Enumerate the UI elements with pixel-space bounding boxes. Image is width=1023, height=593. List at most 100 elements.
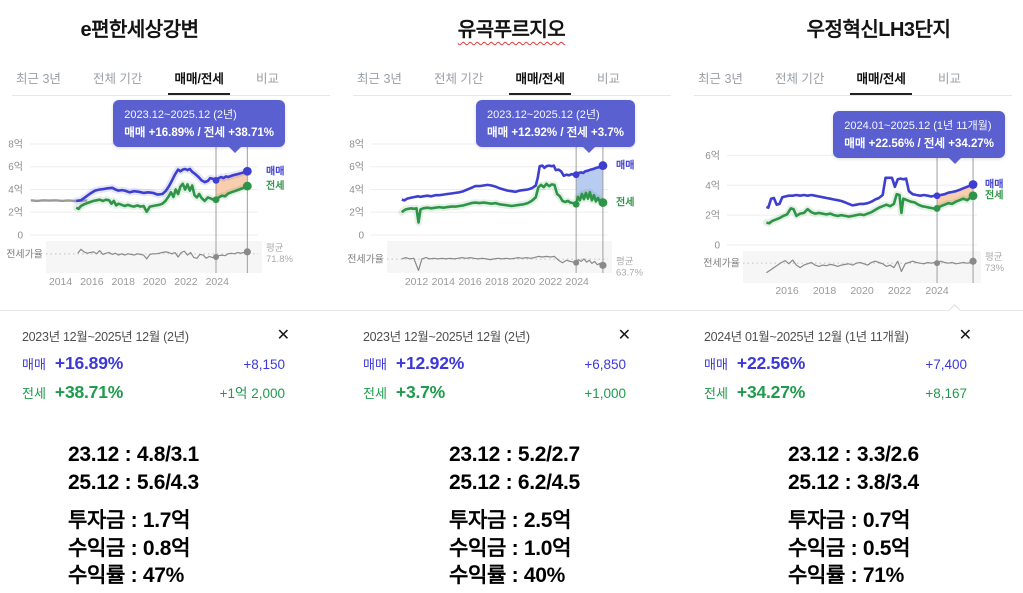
svg-text:매매: 매매: [985, 178, 1003, 191]
tooltip-change: 매매 +16.89% / 전세 +38.71%: [124, 127, 274, 139]
svg-text:전세: 전세: [985, 189, 1003, 202]
price-chart[interactable]: 8억 6억 4억 2억 0 2012 2014 2016 2018 2020 2022 2024 전세가…: [341, 98, 682, 306]
sale-percent: +16.89%: [54, 353, 124, 373]
sale-amount: +6,850: [584, 357, 626, 372]
tab-compare[interactable]: 비교: [937, 72, 961, 86]
jeonse-amount: +1,000: [584, 386, 626, 401]
tab-sale-jeonse[interactable]: 매매/전세: [509, 72, 572, 95]
range-tooltip: 2023.12~2025.12 (2년) 매매 +16.89% / 전세 +38…: [113, 100, 285, 153]
annotation-invest-line: 투자금 : 2.5억: [449, 509, 572, 532]
sale-change-row: 매매 +22.56% +7,400: [704, 353, 967, 374]
svg-text:2018: 2018: [813, 285, 837, 297]
sale-amount: +8,150: [243, 357, 285, 372]
sale-change-row: 매매 +16.89% +8,150: [22, 353, 285, 374]
svg-text:0: 0: [358, 231, 364, 242]
annotation-yield-line: 수익률 : 71%: [788, 564, 904, 587]
svg-text:6억: 6억: [8, 161, 23, 173]
apartment-panel-1: e편한세상강변 최근 3년 전체 기간 매매/전세 비교 8억 6억 4억 2억 0 20…: [0, 0, 341, 593]
svg-text:2018: 2018: [485, 276, 509, 288]
price-chart-svg[interactable]: 8억 6억 4억 2억 0 2014 2016 2018 2020 2022 2024 전세가율 매매전…: [0, 98, 341, 306]
sale-label: 매매: [22, 357, 46, 372]
svg-text:63.7%: 63.7%: [616, 267, 643, 278]
svg-text:8억: 8억: [349, 138, 364, 150]
svg-text:2016: 2016: [775, 285, 799, 297]
svg-text:4억: 4억: [705, 180, 720, 192]
tab-bar: 최근 3년 전체 기간 매매/전세 비교: [0, 72, 341, 95]
svg-text:2020: 2020: [850, 285, 874, 297]
page-title: e편한세상강변: [80, 19, 199, 41]
jeonse-label: 전세: [363, 386, 387, 401]
svg-text:평균: 평균: [985, 252, 1003, 263]
tooltip-change: 매매 +12.92% / 전세 +3.7%: [487, 127, 624, 139]
sale-change-row: 매매 +12.92% +6,850: [363, 353, 626, 374]
annotation-profit-line: 수익금 : 0.5억: [788, 536, 911, 560]
jeonse-percent: +3.7%: [395, 382, 446, 402]
sale-label: 매매: [704, 357, 728, 372]
svg-text:2억: 2억: [705, 210, 720, 222]
jeonse-amount: +1억 2,000: [219, 386, 285, 401]
svg-text:2022: 2022: [174, 276, 198, 288]
close-icon[interactable]: ✕: [276, 326, 290, 344]
summary-card: 2024년 01월~2025년 12월 (1년 11개월) ✕ 매매 +22.5…: [682, 310, 1023, 403]
sale-percent: +22.56%: [736, 353, 806, 373]
svg-text:2억: 2억: [349, 207, 364, 219]
svg-text:전세가율: 전세가율: [347, 254, 384, 266]
summary-period: 2023년 12월~2025년 12월 (2년): [363, 330, 530, 344]
page-title: 우정혁신LH3단지: [806, 19, 951, 41]
svg-text:8억: 8억: [8, 138, 23, 150]
svg-text:평균: 평균: [266, 243, 284, 254]
svg-text:6억: 6억: [705, 150, 720, 162]
svg-text:전세: 전세: [616, 196, 634, 209]
annotation-date-line: 25.12 : 3.8/3.4: [788, 470, 919, 494]
annotation-block: 23.12 : 3.3/2.6 25.12 : 3.8/3.4 투자금 : 0.…: [788, 441, 919, 590]
svg-text:0: 0: [17, 231, 23, 242]
svg-text:전세: 전세: [266, 179, 284, 192]
tab-full-period[interactable]: 전체 기간: [433, 72, 484, 86]
price-chart-svg[interactable]: 8억 6억 4억 2억 0 2012 2014 2016 2018 2020 2022 2024 전세가…: [341, 98, 682, 306]
summary-period: 2024년 01월~2025년 12월 (1년 11개월): [704, 330, 909, 344]
svg-text:2024: 2024: [566, 276, 590, 288]
jeonse-percent: +34.27%: [736, 382, 806, 402]
tooltip-period: 2023.12~2025.12 (2년): [124, 109, 237, 121]
price-chart[interactable]: 8억 6억 4억 2억 0 2014 2016 2018 2020 2022 2024 전세가율 매매 전…: [0, 98, 341, 306]
apartment-panel-2: 유곡푸르지오 최근 3년 전체 기간 매매/전세 비교 8억 6억 4억 2억 0 201…: [341, 0, 682, 593]
annotation-yield-line: 수익률 : 40%: [449, 564, 565, 587]
annotation-date-line: 25.12 : 6.2/4.5: [449, 470, 580, 494]
tab-recent-3y[interactable]: 최근 3년: [16, 72, 61, 86]
jeonse-label: 전세: [704, 386, 728, 401]
svg-text:2024: 2024: [206, 276, 230, 288]
svg-text:2014: 2014: [49, 276, 73, 288]
svg-text:매매: 매매: [616, 159, 634, 172]
tab-full-period[interactable]: 전체 기간: [92, 72, 143, 86]
jeonse-label: 전세: [22, 386, 46, 401]
svg-text:6억: 6억: [349, 161, 364, 173]
summary-card: 2023년 12월~2025년 12월 (2년) ✕ 매매 +16.89% +8…: [0, 310, 341, 403]
sale-label: 매매: [363, 357, 387, 372]
annotation-date-line: 25.12 : 5.6/4.3: [68, 470, 199, 494]
tooltip-change: 매매 +22.56% / 전세 +34.27%: [844, 138, 994, 150]
svg-text:2022: 2022: [888, 285, 912, 297]
tab-sale-jeonse[interactable]: 매매/전세: [168, 72, 231, 95]
annotation-invest-line: 투자금 : 0.7억: [788, 509, 911, 532]
tab-bar: 최근 3년 전체 기간 매매/전세 비교: [341, 72, 682, 95]
tab-sale-jeonse[interactable]: 매매/전세: [850, 72, 913, 95]
price-chart[interactable]: 6억 4억 2억 0 2016 2018 2020 2022 2024 전세가율 매매 전세 평균 73%…: [682, 98, 1023, 306]
svg-text:2016: 2016: [458, 276, 482, 288]
close-icon[interactable]: ✕: [617, 326, 631, 344]
tab-recent-3y[interactable]: 최근 3년: [357, 72, 402, 86]
apartment-panel-3: 우정혁신LH3단지 최근 3년 전체 기간 매매/전세 비교 6억 4억 2억 0 20…: [682, 0, 1023, 593]
svg-text:2012: 2012: [405, 276, 429, 288]
svg-text:평균: 평균: [616, 256, 634, 267]
tab-divider: [694, 95, 1012, 96]
close-icon[interactable]: ✕: [958, 326, 972, 344]
page-title: 유곡푸르지오: [457, 19, 566, 41]
tab-compare[interactable]: 비교: [596, 72, 620, 86]
tab-compare[interactable]: 비교: [255, 72, 279, 86]
annotation-yield-line: 수익률 : 47%: [68, 564, 184, 587]
tab-recent-3y[interactable]: 최근 3년: [698, 72, 743, 86]
svg-text:0: 0: [714, 241, 720, 252]
svg-text:2020: 2020: [512, 276, 536, 288]
svg-text:2억: 2억: [8, 207, 23, 219]
svg-text:4억: 4억: [349, 184, 364, 196]
tab-full-period[interactable]: 전체 기간: [774, 72, 825, 86]
